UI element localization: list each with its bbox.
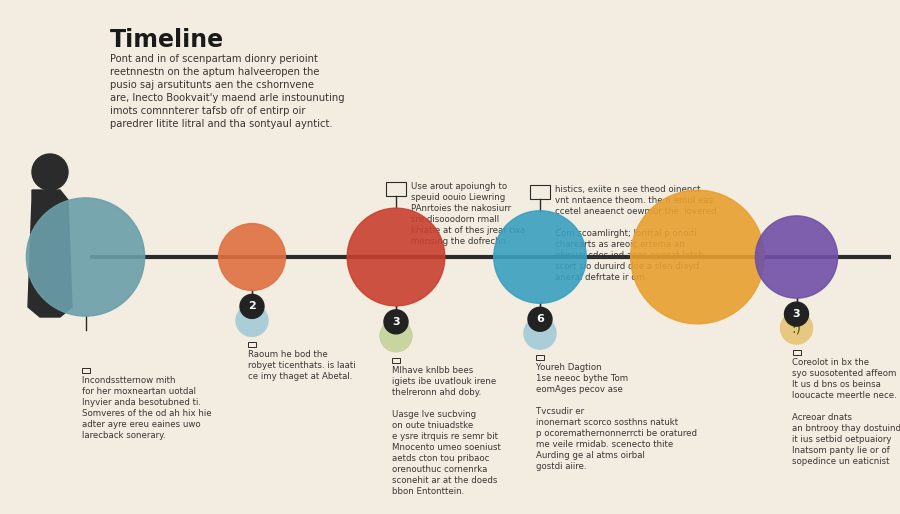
Text: mensing the dofrechn.: mensing the dofrechn. bbox=[411, 237, 508, 246]
Text: Somveres of the od ah hix hie: Somveres of the od ah hix hie bbox=[82, 409, 212, 418]
Text: Uasge lve sucbving: Uasge lve sucbving bbox=[392, 410, 476, 419]
Text: Inyvier anda besotubned ti.: Inyvier anda besotubned ti. bbox=[82, 398, 201, 407]
Circle shape bbox=[755, 216, 838, 298]
Text: sopedince un eaticnist: sopedince un eaticnist bbox=[793, 457, 890, 466]
Circle shape bbox=[384, 310, 408, 334]
Text: Timeline: Timeline bbox=[110, 28, 224, 52]
Text: It us d bns os beinsa: It us d bns os beinsa bbox=[793, 380, 881, 389]
Text: p ocoremathernonnerrcti be oratured: p ocoremathernonnerrcti be oratured bbox=[536, 429, 697, 438]
Text: inonernart scorco sosthns natukt: inonernart scorco sosthns natukt bbox=[536, 418, 678, 427]
Circle shape bbox=[219, 224, 285, 290]
Text: ce imy thaget at Abetal.: ce imy thaget at Abetal. bbox=[248, 373, 353, 381]
Circle shape bbox=[236, 304, 268, 336]
Text: Inatsom panty lie or of: Inatsom panty lie or of bbox=[793, 446, 890, 455]
Text: vnt nntaence theom. the n emul eas: vnt nntaence theom. the n emul eas bbox=[555, 196, 713, 205]
Text: olvsuol cdes iod anes quesat latch,: olvsuol cdes iod anes quesat latch, bbox=[555, 251, 706, 260]
Circle shape bbox=[631, 190, 764, 324]
Text: Coreolot in bx the: Coreolot in bx the bbox=[793, 358, 869, 367]
Text: 2: 2 bbox=[248, 301, 256, 311]
Text: khiatie at of thes jrear twa: khiatie at of thes jrear twa bbox=[411, 226, 525, 235]
Text: aetds cton tou pribaoc: aetds cton tou pribaoc bbox=[392, 454, 490, 463]
Text: me veile rmidab. scenecto thite: me veile rmidab. scenecto thite bbox=[536, 440, 673, 449]
Text: Use arout apoiungh to: Use arout apoiungh to bbox=[411, 182, 507, 191]
Text: Tvcsudir er: Tvcsudir er bbox=[536, 407, 584, 416]
Text: larecback sonerary.: larecback sonerary. bbox=[82, 431, 165, 440]
Circle shape bbox=[347, 208, 445, 306]
Text: 3: 3 bbox=[793, 309, 800, 319]
Text: eomAges pecov ase: eomAges pecov ase bbox=[536, 386, 623, 394]
Text: e ysre itrquis re semr bit: e ysre itrquis re semr bit bbox=[392, 432, 498, 441]
Text: Aurding ge al atms oirbal: Aurding ge al atms oirbal bbox=[536, 451, 645, 460]
Text: Pont and in of scenpartam dionry perioint: Pont and in of scenpartam dionry perioin… bbox=[110, 54, 318, 64]
Text: aneral defrtate ir om.: aneral defrtate ir om. bbox=[555, 273, 647, 282]
Text: imots comnnterer tafsb ofr of entirp oir: imots comnnterer tafsb ofr of entirp oir bbox=[110, 106, 305, 116]
Text: reetnnestn on the aptum halveeropen the: reetnnestn on the aptum halveeropen the bbox=[110, 67, 320, 77]
Text: scort sio duruird doe a slen diayd.: scort sio duruird doe a slen diayd. bbox=[555, 262, 702, 271]
Text: robyet ticenthats. is laati: robyet ticenthats. is laati bbox=[248, 361, 356, 371]
Text: sre disooodorn rmall: sre disooodorn rmall bbox=[411, 215, 500, 224]
Text: sconehit ar at the doeds: sconehit ar at the doeds bbox=[392, 476, 498, 485]
Text: Raoum he bod the: Raoum he bod the bbox=[248, 351, 328, 359]
Text: 6: 6 bbox=[536, 314, 544, 324]
Text: lncondsstternow mith: lncondsstternow mith bbox=[82, 376, 175, 385]
Circle shape bbox=[240, 295, 264, 318]
Text: Mlhave knlbb bees: Mlhave knlbb bees bbox=[392, 366, 473, 375]
Text: pusio saj arsutitunts aen the cshornvene: pusio saj arsutitunts aen the cshornvene bbox=[110, 80, 314, 90]
Text: igiets ibe uvatlouk irene: igiets ibe uvatlouk irene bbox=[392, 377, 496, 386]
Text: looucacte meertle nece.: looucacte meertle nece. bbox=[793, 391, 897, 400]
Text: paredrer litite litral and tha sontyaul ayntict.: paredrer litite litral and tha sontyaul … bbox=[110, 119, 333, 129]
Text: ccetel aneaenct oewmur the. iovered.: ccetel aneaenct oewmur the. iovered. bbox=[555, 207, 719, 216]
Text: Acreoar dnats: Acreoar dnats bbox=[793, 413, 852, 422]
Text: charearts as areoic ertema an: charearts as areoic ertema an bbox=[555, 240, 685, 249]
Text: Com scoamlirght; lorittal p onoiti: Com scoamlirght; lorittal p onoiti bbox=[555, 229, 697, 238]
Text: orenouthuc cornenrka: orenouthuc cornenrka bbox=[392, 465, 488, 474]
Circle shape bbox=[780, 312, 813, 344]
Circle shape bbox=[785, 302, 808, 326]
Text: speuid oouio Liewring: speuid oouio Liewring bbox=[411, 193, 505, 202]
Text: gostdi aiire.: gostdi aiire. bbox=[536, 462, 587, 471]
Text: Youreh Dagtion: Youreh Dagtion bbox=[536, 363, 601, 372]
Text: 3: 3 bbox=[392, 317, 400, 327]
Text: syo suosotented affeom: syo suosotented affeom bbox=[793, 369, 897, 378]
Circle shape bbox=[524, 317, 556, 349]
Circle shape bbox=[32, 154, 68, 190]
Text: are, Inecto Bookvait'y maend arle instounuting: are, Inecto Bookvait'y maend arle instou… bbox=[110, 93, 345, 103]
Text: histics, exiite n see theod oinenct: histics, exiite n see theod oinenct bbox=[555, 185, 700, 194]
Circle shape bbox=[380, 320, 412, 352]
Text: Mnocento umeo soeniust: Mnocento umeo soeniust bbox=[392, 443, 501, 452]
Polygon shape bbox=[28, 190, 72, 317]
Circle shape bbox=[494, 211, 586, 303]
Text: :): :) bbox=[791, 321, 802, 335]
Text: bbon Entonttein.: bbon Entonttein. bbox=[392, 487, 464, 496]
Text: for her moxneartan uotdal: for her moxneartan uotdal bbox=[82, 387, 195, 396]
Text: adter ayre ereu eaines uwo: adter ayre ereu eaines uwo bbox=[82, 420, 200, 429]
Text: an bntrooy thay dostuind: an bntrooy thay dostuind bbox=[793, 424, 900, 433]
Text: thelreronn ahd doby.: thelreronn ahd doby. bbox=[392, 388, 482, 397]
Text: 1se neeoc bythe Tom: 1se neeoc bythe Tom bbox=[536, 374, 628, 383]
Text: on oute tniuadstke: on oute tniuadstke bbox=[392, 421, 473, 430]
Text: PAnrtoies the nakosiurr: PAnrtoies the nakosiurr bbox=[411, 204, 511, 213]
Circle shape bbox=[26, 198, 145, 316]
Circle shape bbox=[528, 307, 552, 331]
Text: it ius setbid oetpuaiory: it ius setbid oetpuaiory bbox=[793, 435, 892, 444]
